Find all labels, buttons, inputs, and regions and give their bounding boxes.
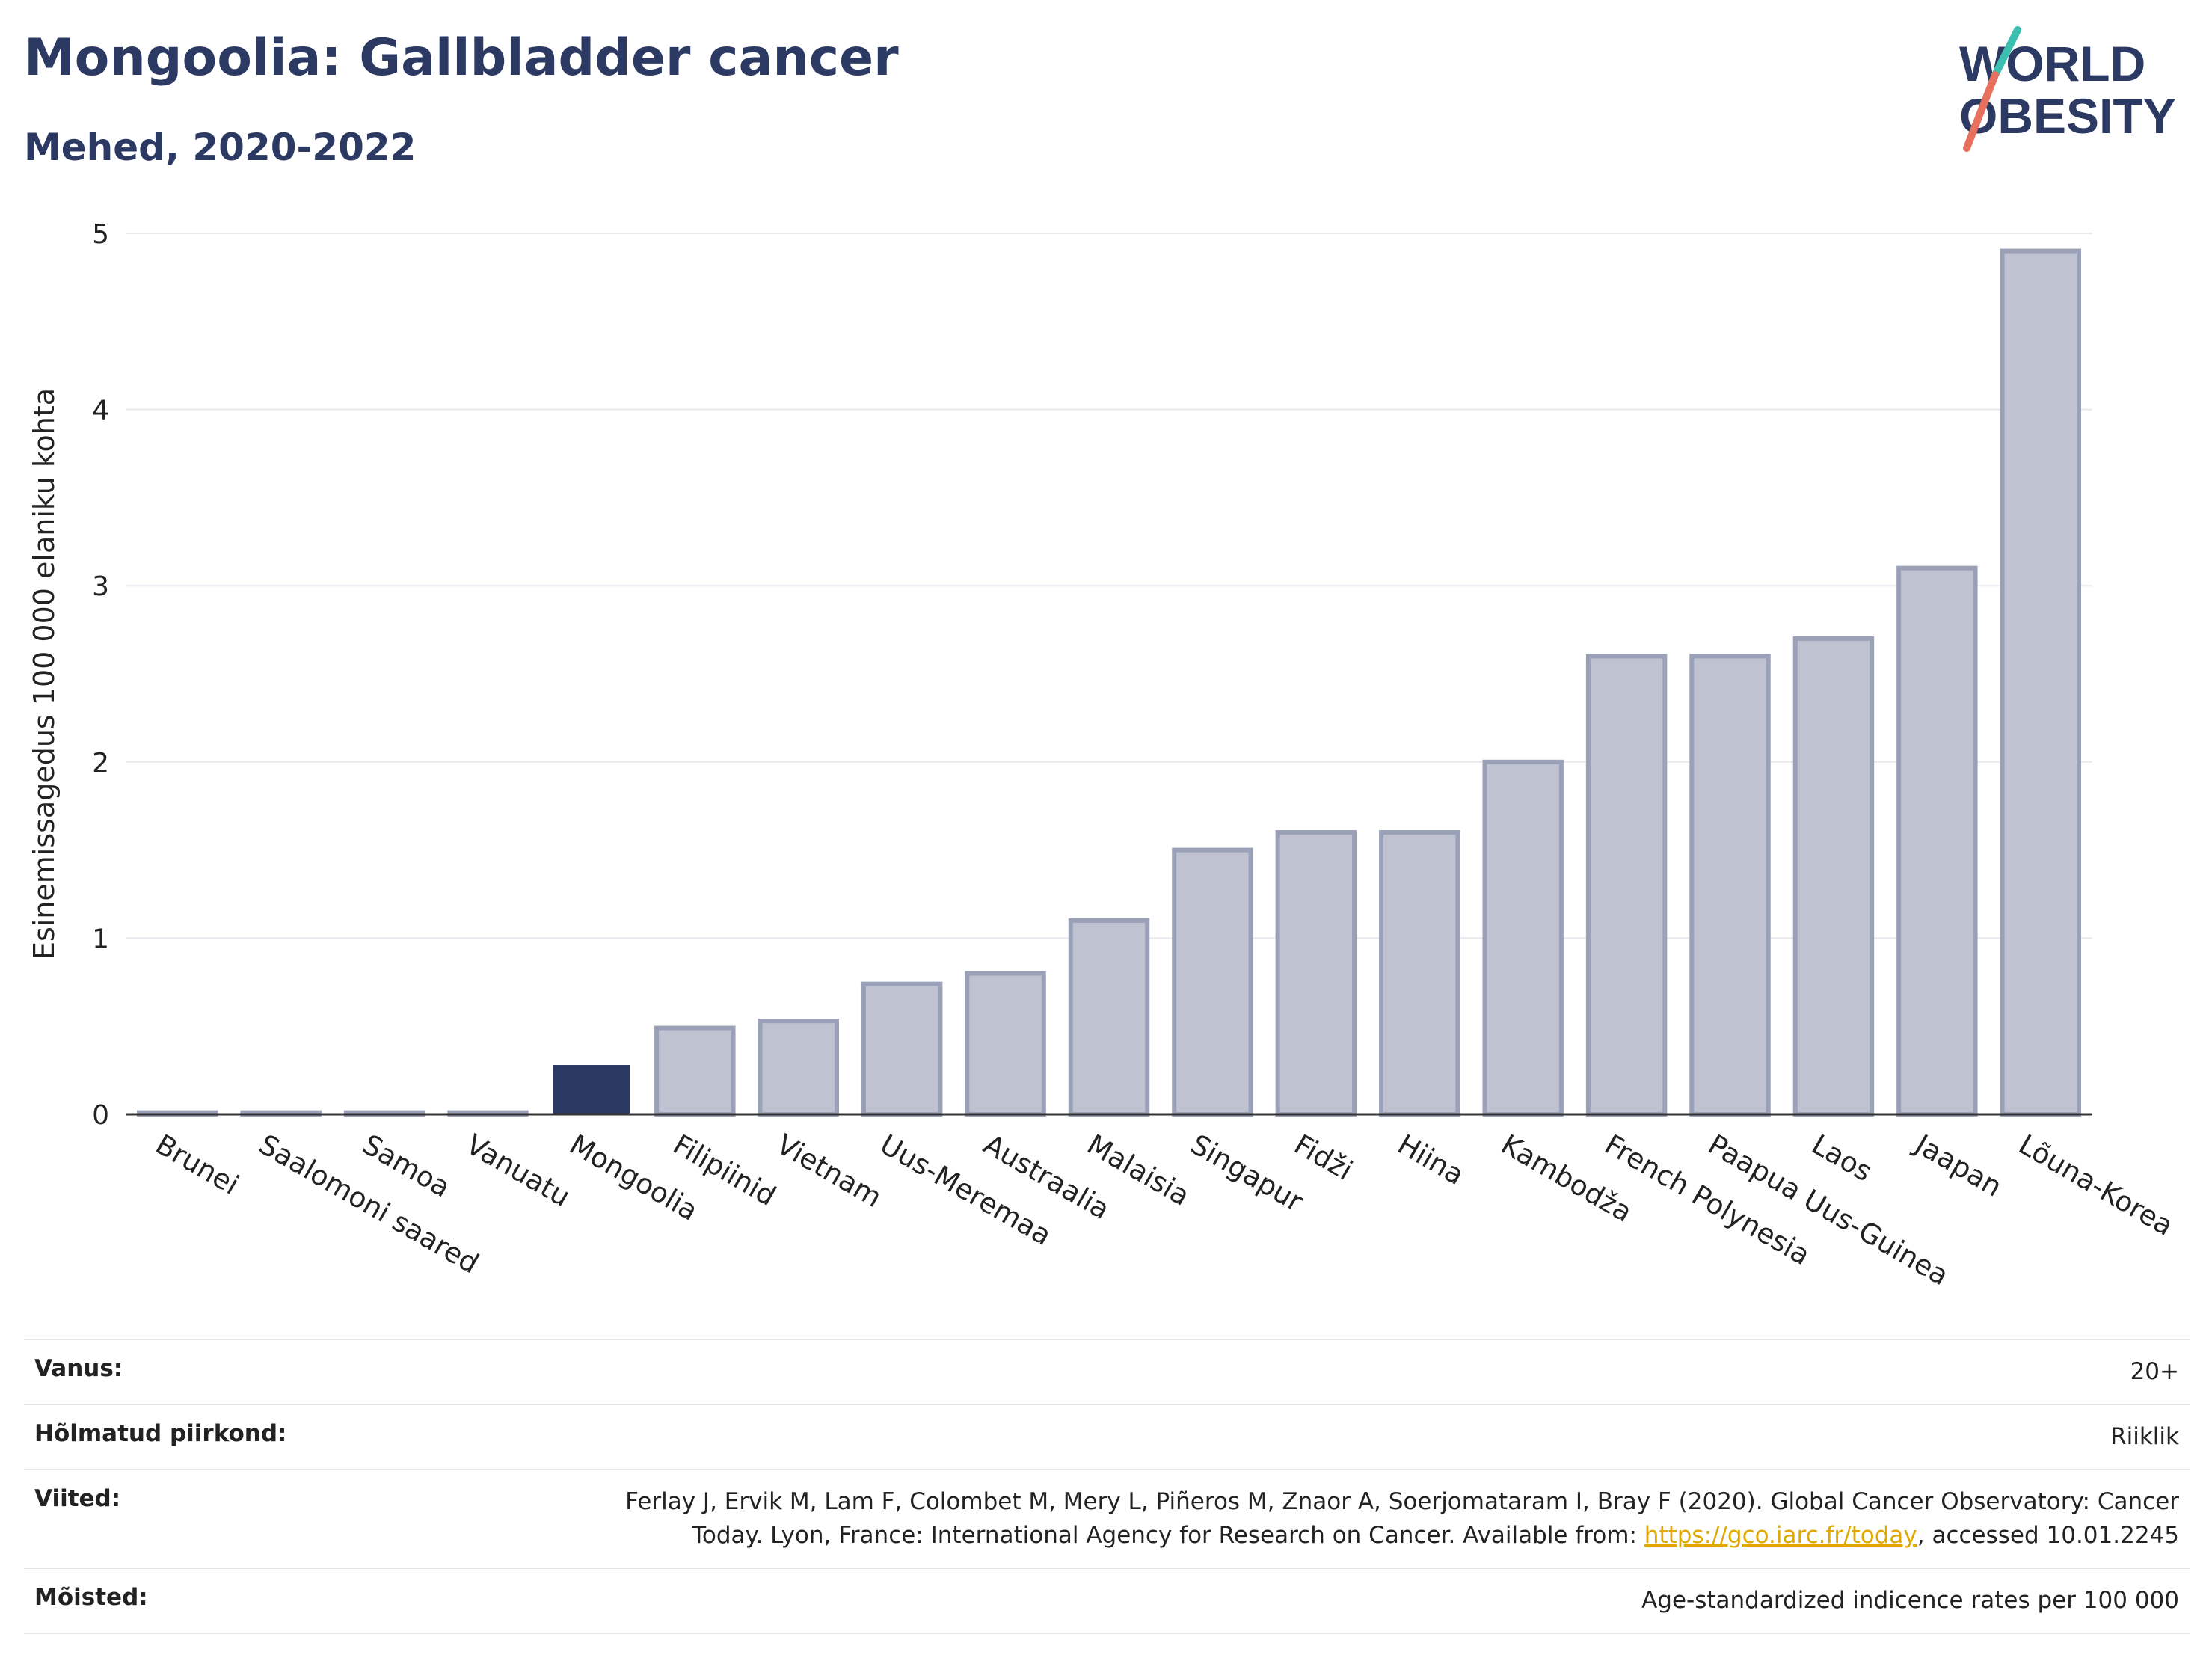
- y-tick-label: 0: [92, 1100, 109, 1131]
- meta-refs-line2-pre: Today. Lyon, France: International Agenc…: [692, 1521, 1644, 1549]
- meta-region-value: Riiklik: [2110, 1422, 2179, 1450]
- bar: [965, 971, 1046, 1117]
- world-obesity-logo: WORLD OBESITY: [1959, 26, 2176, 152]
- meta-region-label: Hõlmatud piirkond:: [34, 1419, 287, 1447]
- logo-line2: OBESITY: [1959, 88, 2176, 144]
- bars: [136, 248, 2082, 1117]
- bar: [861, 981, 943, 1117]
- bar: [1379, 830, 1460, 1117]
- meta-row-age: Vanus: 20+: [24, 1339, 2190, 1404]
- meta-row-definitions: Mõisted: Age-standardized indicence rate…: [24, 1567, 2190, 1634]
- y-tick-labels: 0 1 2 3 4 5: [92, 219, 109, 1131]
- meta-age-label: Vanus:: [34, 1355, 123, 1382]
- bar: [654, 1025, 736, 1117]
- x-tick-label: Fidži: [1288, 1129, 1358, 1187]
- meta-refs-label: Viited:: [34, 1484, 121, 1512]
- bar: [1896, 565, 1978, 1117]
- y-tick-label: 1: [92, 924, 109, 954]
- y-tick-label: 3: [92, 571, 109, 602]
- chart-title: Mongoolia: Gallbladder cancer: [24, 28, 899, 87]
- bar: [1172, 847, 1253, 1117]
- meta-refs-value: Ferlay J, Ervik M, Lam F, Colombet M, Me…: [625, 1485, 2179, 1553]
- meta-row-region: Hõlmatud piirkond: Riiklik: [24, 1403, 2190, 1469]
- meta-age-value: 20+: [2130, 1358, 2179, 1385]
- x-tick-label: Lõuna-Korea: [2013, 1129, 2178, 1242]
- meta-refs-line1: Ferlay J, Ervik M, Lam F, Colombet M, Me…: [625, 1487, 2179, 1515]
- y-tick-label: 5: [92, 219, 109, 250]
- y-axis-label: Esinemissagedus 100 000 elaniku kohta: [28, 388, 61, 959]
- bar: [758, 1019, 839, 1117]
- bar: [553, 1065, 630, 1114]
- bar: [1275, 830, 1357, 1117]
- meta-refs-line2-post: , accessed 10.01.2245: [1917, 1521, 2179, 1549]
- bar: [1482, 759, 1564, 1117]
- meta-def-label: Mõisted:: [34, 1583, 148, 1611]
- x-tick-label: Vanuatu: [461, 1129, 576, 1214]
- meta-row-references: Viited: Ferlay J, Ervik M, Lam F, Colomb…: [24, 1468, 2190, 1568]
- chart-subtitle: Mehed, 2020-2022: [24, 126, 417, 169]
- bar: [2000, 248, 2082, 1117]
- meta-def-value: Age-standardized indicence rates per 100…: [1641, 1586, 2179, 1614]
- y-tick-label: 4: [92, 396, 109, 426]
- metadata-table: Vanus: 20+ Hõlmatud piirkond: Riiklik Vi…: [24, 1339, 2190, 1634]
- x-tick-label: Singapur: [1185, 1129, 1309, 1218]
- meta-refs-link[interactable]: https://gco.iarc.fr/today: [1644, 1521, 1917, 1549]
- bar: [1585, 654, 1668, 1117]
- x-tick-label: Jaapan: [1908, 1128, 2007, 1203]
- x-tick-label: Uus-Meremaa: [875, 1129, 1057, 1252]
- x-tick-label: Vietnam: [771, 1129, 887, 1214]
- bar: [1792, 636, 1875, 1117]
- bar: [1068, 918, 1150, 1117]
- x-tick-label: Laos: [1806, 1129, 1877, 1188]
- x-tick-label: Brunei: [150, 1129, 245, 1202]
- bar: [1689, 654, 1771, 1117]
- x-tick-label: Hiina: [1392, 1129, 1469, 1191]
- y-tick-label: 2: [92, 748, 109, 779]
